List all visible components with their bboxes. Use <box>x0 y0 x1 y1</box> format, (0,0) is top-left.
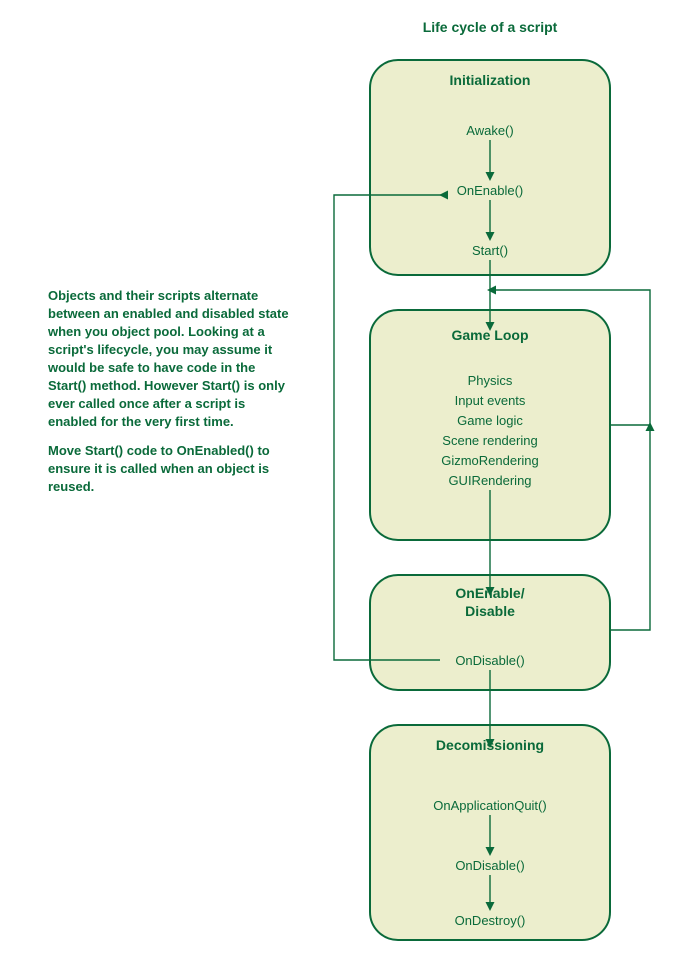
toggle-item-0: OnDisable() <box>455 653 524 668</box>
lifecycle-diagram: Life cycle of a script Initialization Awak… <box>0 0 700 969</box>
toggle-title: Disable <box>465 603 515 619</box>
side-text-line: enabled for the very first time. <box>48 414 234 429</box>
loop-title: Game Loop <box>451 327 528 343</box>
decom-item-0: OnApplicationQuit() <box>433 798 546 813</box>
loop-item-5: GUIRendering <box>448 473 531 488</box>
side-text-line: Objects and their scripts alternate <box>48 288 258 303</box>
side-text-line: Move Start() code to OnEnabled() to <box>48 443 270 458</box>
init-item-2: Start() <box>472 243 508 258</box>
side-text-line: between an enabled and disabled state <box>48 306 289 321</box>
side-text-line: ever called once after a script is <box>48 396 245 411</box>
decom-item-2: OnDestroy() <box>455 913 526 928</box>
init-title: Initialization <box>450 72 531 88</box>
toggle-to-loop-path <box>610 425 650 630</box>
side-text-line: reused. <box>48 479 94 494</box>
init-item-1: OnEnable() <box>457 183 523 198</box>
loop-item-0: Physics <box>468 373 513 388</box>
side-text-line: script's lifecycle, you may assume it <box>48 342 273 357</box>
side-text-line: Start() method. However Start() is only <box>48 378 286 393</box>
decom-item-1: OnDisable() <box>455 858 524 873</box>
loop-item-2: Game logic <box>457 413 523 428</box>
loop-item-3: Scene rendering <box>442 433 537 448</box>
side-text-line: would be safe to have code in the <box>47 360 255 375</box>
side-text-line: when you object pool. Looking at a <box>47 324 265 339</box>
init-item-0: Awake() <box>466 123 513 138</box>
loop-item-4: GizmoRendering <box>441 453 539 468</box>
side-text-line: ensure it is called when an object is <box>48 461 269 476</box>
loop-item-1: Input events <box>455 393 526 408</box>
diagram-title: Life cycle of a script <box>423 19 558 35</box>
